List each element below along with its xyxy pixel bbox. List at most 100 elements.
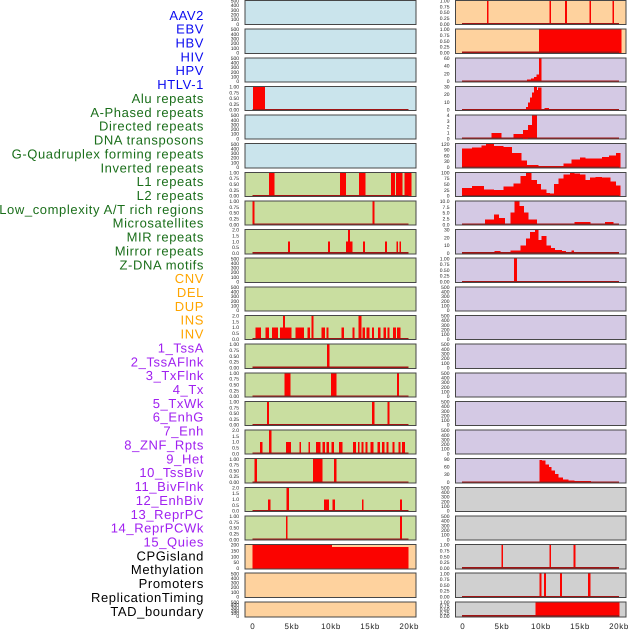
- svg-text:0.00: 0.00: [440, 280, 450, 286]
- svg-text:0.50: 0.50: [229, 354, 239, 360]
- svg-text:500: 500: [441, 314, 450, 320]
- svg-text:400: 400: [441, 290, 450, 296]
- svg-text:500: 500: [231, 571, 240, 577]
- svg-text:0.25: 0.25: [229, 360, 239, 366]
- svg-text:200: 200: [231, 543, 240, 549]
- svg-text:60: 60: [444, 465, 450, 471]
- svg-text:12_EnhBiv: 12_EnhBiv: [136, 493, 204, 508]
- svg-text:10kb: 10kb: [321, 622, 341, 630]
- svg-text:200: 200: [231, 608, 240, 614]
- svg-text:200: 200: [441, 442, 450, 448]
- svg-text:INS: INS: [181, 313, 204, 328]
- svg-text:0.25: 0.25: [229, 102, 239, 108]
- svg-text:0.75: 0.75: [229, 205, 239, 211]
- svg-text:0: 0: [447, 423, 450, 429]
- svg-text:100: 100: [231, 74, 240, 80]
- svg-text:200: 200: [231, 70, 240, 76]
- svg-text:500: 500: [441, 400, 450, 406]
- svg-text:4: 4: [447, 113, 450, 119]
- svg-text:0: 0: [447, 509, 450, 515]
- svg-text:0.75: 0.75: [229, 520, 239, 526]
- svg-text:Microsatellites: Microsatellites: [113, 216, 204, 231]
- svg-text:100: 100: [231, 17, 240, 23]
- svg-text:DNA transposons: DNA transposons: [94, 133, 204, 148]
- svg-text:1.00: 1.00: [229, 342, 239, 348]
- svg-text:90: 90: [444, 148, 450, 154]
- svg-text:300: 300: [441, 437, 450, 443]
- svg-text:HIV: HIV: [181, 49, 204, 64]
- svg-text:0: 0: [447, 337, 450, 343]
- svg-text:G-Quadruplex forming repeats: G-Quadruplex forming repeats: [12, 146, 204, 161]
- svg-text:1.00: 1.00: [440, 600, 450, 606]
- svg-text:500: 500: [231, 56, 240, 62]
- svg-text:15kb: 15kb: [570, 622, 590, 630]
- svg-text:400: 400: [441, 404, 450, 410]
- svg-text:0.50: 0.50: [440, 268, 450, 274]
- svg-text:Directed repeats: Directed repeats: [99, 119, 204, 134]
- svg-text:400: 400: [231, 576, 240, 582]
- svg-text:DEL: DEL: [177, 285, 204, 300]
- svg-text:0.25: 0.25: [440, 560, 450, 566]
- svg-text:500: 500: [441, 485, 450, 491]
- svg-text:40: 40: [444, 64, 450, 70]
- svg-text:0.25: 0.25: [229, 474, 239, 480]
- svg-text:11_BivFlnk: 11_BivFlnk: [135, 479, 204, 494]
- svg-text:0: 0: [447, 451, 450, 457]
- svg-text:30: 30: [444, 159, 450, 165]
- svg-text:400: 400: [441, 347, 450, 353]
- svg-text:Promoters: Promoters: [139, 576, 204, 591]
- svg-text:0: 0: [447, 165, 450, 171]
- svg-text:8_ZNF_Rpts: 8_ZNF_Rpts: [124, 438, 204, 453]
- svg-text:200: 200: [231, 156, 240, 162]
- svg-text:0.25: 0.25: [229, 388, 239, 394]
- svg-text:400: 400: [231, 603, 240, 609]
- svg-text:0: 0: [447, 251, 450, 257]
- svg-text:5.0: 5.0: [443, 211, 450, 217]
- svg-text:30: 30: [444, 85, 450, 91]
- svg-text:20kb: 20kb: [609, 622, 629, 630]
- svg-text:0: 0: [236, 136, 239, 142]
- svg-text:200: 200: [441, 385, 450, 391]
- svg-text:0: 0: [236, 50, 239, 56]
- svg-text:300: 300: [231, 37, 240, 43]
- svg-text:100: 100: [231, 46, 240, 52]
- svg-text:10.0: 10.0: [440, 199, 450, 205]
- svg-text:0.0: 0.0: [443, 222, 450, 228]
- svg-text:0.50: 0.50: [440, 607, 450, 613]
- svg-text:10_TssBiv: 10_TssBiv: [139, 465, 204, 480]
- svg-text:0: 0: [447, 537, 450, 543]
- svg-text:Methylation: Methylation: [131, 562, 204, 577]
- svg-text:0.25: 0.25: [440, 589, 450, 595]
- svg-text:1.5: 1.5: [232, 434, 239, 440]
- svg-text:0: 0: [236, 595, 239, 601]
- svg-text:200: 200: [231, 585, 240, 591]
- svg-text:1.0: 1.0: [232, 239, 239, 245]
- svg-text:9_Het: 9_Het: [166, 451, 204, 466]
- svg-text:500: 500: [231, 600, 240, 606]
- svg-text:120: 120: [441, 142, 450, 148]
- svg-text:0.75: 0.75: [229, 463, 239, 469]
- svg-text:200: 200: [441, 356, 450, 362]
- svg-text:100: 100: [441, 418, 450, 424]
- svg-text:300: 300: [441, 294, 450, 300]
- svg-text:2: 2: [447, 125, 450, 131]
- svg-text:0.5: 0.5: [232, 331, 239, 337]
- svg-text:13_ReprPC: 13_ReprPC: [131, 507, 204, 522]
- svg-text:0.5: 0.5: [232, 245, 239, 251]
- svg-text:500: 500: [441, 371, 450, 377]
- svg-text:500: 500: [441, 342, 450, 348]
- svg-text:400: 400: [441, 490, 450, 496]
- svg-text:0.50: 0.50: [440, 583, 450, 589]
- svg-text:0.00: 0.00: [440, 22, 450, 28]
- svg-text:0.00: 0.00: [229, 222, 239, 228]
- svg-text:500: 500: [231, 27, 240, 33]
- svg-text:300: 300: [231, 122, 240, 128]
- svg-text:5kb: 5kb: [285, 622, 300, 630]
- svg-text:1.00: 1.00: [440, 571, 450, 577]
- svg-text:0.50: 0.50: [440, 554, 450, 560]
- svg-text:2.5: 2.5: [443, 216, 450, 222]
- svg-text:1.00: 1.00: [229, 457, 239, 463]
- svg-text:AAV2: AAV2: [169, 8, 204, 23]
- svg-text:0: 0: [236, 566, 239, 572]
- svg-text:400: 400: [231, 261, 240, 267]
